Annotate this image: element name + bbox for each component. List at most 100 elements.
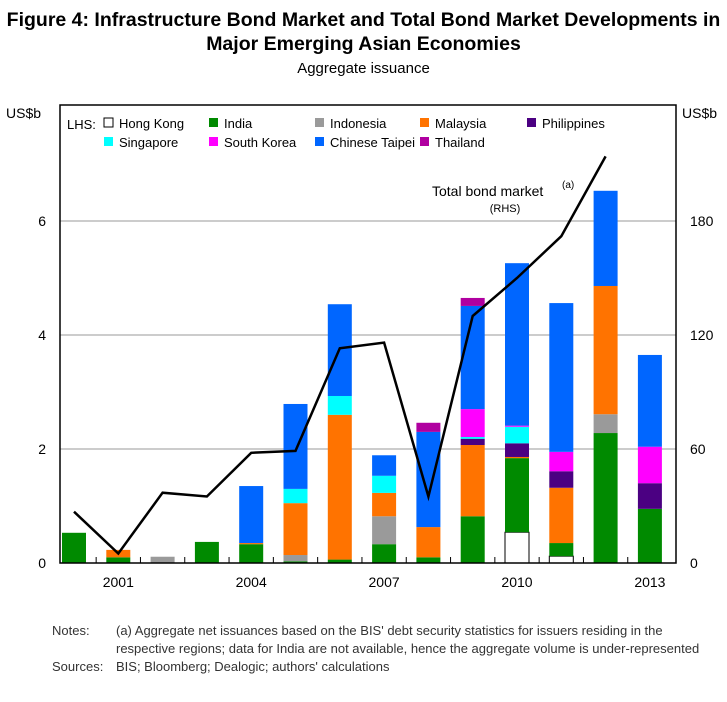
y-left-tick-label: 6 bbox=[38, 213, 46, 229]
legend-label: Malaysia bbox=[435, 116, 487, 131]
line-label-superscript: (a) bbox=[562, 180, 574, 191]
bar-south-korea bbox=[549, 451, 574, 472]
bar-south-korea bbox=[505, 425, 529, 427]
bar-thailand bbox=[416, 422, 441, 432]
bar-chinese-taipei bbox=[549, 303, 574, 452]
legend-swatch bbox=[315, 137, 324, 146]
bar-malaysia bbox=[505, 456, 529, 459]
bar-india bbox=[327, 559, 352, 563]
plot-frame bbox=[59, 104, 677, 564]
bar-malaysia bbox=[416, 527, 441, 558]
y-right-tick-label: 60 bbox=[690, 441, 706, 457]
chart-subtitle: Aggregate issuance bbox=[297, 60, 430, 77]
bar-chinese-taipei bbox=[593, 190, 618, 286]
bar-philippines bbox=[505, 443, 529, 457]
x-tick-label: 2001 bbox=[103, 574, 134, 590]
total-bond-market-line bbox=[73, 155, 607, 556]
x-tick-label: 2007 bbox=[369, 574, 400, 590]
x-tick-label: 2004 bbox=[236, 574, 267, 590]
bar-india bbox=[239, 544, 264, 563]
bar-hong-kong bbox=[548, 555, 574, 564]
bar-chinese-taipei bbox=[637, 354, 662, 447]
y-right-tick-label: 0 bbox=[690, 555, 698, 571]
y-left-tick-label: 4 bbox=[38, 327, 46, 343]
bar-india bbox=[505, 458, 529, 533]
bar-india bbox=[460, 516, 485, 563]
bar-singapore bbox=[283, 488, 308, 504]
y-left-tick-label: 2 bbox=[38, 441, 46, 457]
legend-label: Philippines bbox=[542, 116, 605, 131]
bar-india bbox=[194, 541, 219, 563]
legend-label: South Korea bbox=[224, 135, 297, 150]
bar-malaysia bbox=[239, 543, 264, 545]
bar-malaysia bbox=[460, 445, 485, 517]
legend-swatch bbox=[420, 118, 429, 127]
legend-swatch bbox=[209, 118, 218, 127]
bar-malaysia bbox=[283, 503, 308, 556]
bar-hong-kong bbox=[504, 531, 530, 564]
bar-malaysia bbox=[593, 285, 618, 415]
legend-label: Indonesia bbox=[330, 116, 387, 131]
bar-indonesia bbox=[150, 556, 175, 563]
bar-chinese-taipei bbox=[505, 263, 529, 426]
bar-philippines bbox=[637, 483, 662, 509]
line-label: Total bond market bbox=[432, 183, 543, 199]
legend-swatch bbox=[209, 137, 218, 146]
bar-chinese-taipei bbox=[460, 305, 485, 410]
bar-indonesia bbox=[593, 414, 618, 434]
bar-chinese-taipei bbox=[283, 403, 308, 489]
bar-india bbox=[593, 433, 618, 563]
legend-swatch bbox=[315, 118, 324, 127]
legend-swatch bbox=[527, 118, 536, 127]
bar-philippines bbox=[549, 471, 574, 488]
line-axis-note: (RHS) bbox=[490, 203, 521, 215]
y-right-tick-label: 180 bbox=[690, 213, 714, 229]
legend-prefix: LHS: bbox=[67, 117, 96, 132]
sources-text: BIS; Bloomberg; Dealogic; authors' calcu… bbox=[116, 659, 390, 674]
bar-indonesia bbox=[283, 555, 308, 562]
legend-swatch bbox=[420, 137, 429, 146]
bar-thailand bbox=[460, 297, 485, 306]
bar-singapore bbox=[327, 395, 352, 415]
bar-chinese-taipei bbox=[416, 431, 441, 528]
legend-label: Chinese Taipei bbox=[330, 135, 415, 150]
legend-label: India bbox=[224, 116, 253, 131]
bar-india bbox=[637, 508, 662, 563]
y-right-unit: US$b bbox=[682, 105, 717, 121]
bar-malaysia bbox=[372, 492, 397, 517]
x-tick-label: 2010 bbox=[501, 574, 532, 590]
chart-title: Figure 4: Infrastructure Bond Market and… bbox=[6, 9, 721, 55]
bar-singapore bbox=[372, 475, 397, 493]
bar-singapore bbox=[505, 426, 529, 444]
bar-chinese-taipei bbox=[239, 486, 264, 544]
bar-malaysia bbox=[549, 487, 574, 544]
bar-india bbox=[549, 543, 574, 557]
bar-india bbox=[372, 544, 397, 563]
bar-india bbox=[106, 557, 131, 563]
legend-label: Thailand bbox=[435, 135, 485, 150]
bar-singapore bbox=[460, 437, 485, 439]
bar-india bbox=[283, 561, 308, 563]
notes: Notes: (a) Aggregate net issuances based … bbox=[52, 622, 706, 676]
x-tick-label: 2013 bbox=[634, 574, 665, 590]
bar-india bbox=[62, 532, 86, 563]
legend-swatch bbox=[103, 117, 114, 128]
legend-label: Hong Kong bbox=[119, 116, 184, 131]
bar-india bbox=[416, 557, 441, 563]
sources-label: Sources: bbox=[52, 659, 104, 674]
bar-chinese-taipei bbox=[372, 455, 397, 476]
legend-swatch bbox=[104, 137, 113, 146]
y-left-tick-label: 0 bbox=[38, 555, 46, 571]
bar-indonesia bbox=[372, 516, 397, 545]
bar-malaysia bbox=[327, 414, 352, 560]
y-left-unit: US$b bbox=[6, 105, 41, 121]
y-right-tick-label: 120 bbox=[690, 327, 714, 343]
bar-south-korea bbox=[637, 446, 662, 484]
bar-south-korea bbox=[460, 409, 485, 438]
bar-philippines bbox=[460, 438, 485, 446]
notes-label: Notes: bbox=[52, 623, 90, 638]
legend-label: Singapore bbox=[119, 135, 178, 150]
notes-text: (a) Aggregate net issuances based on the… bbox=[116, 623, 700, 656]
